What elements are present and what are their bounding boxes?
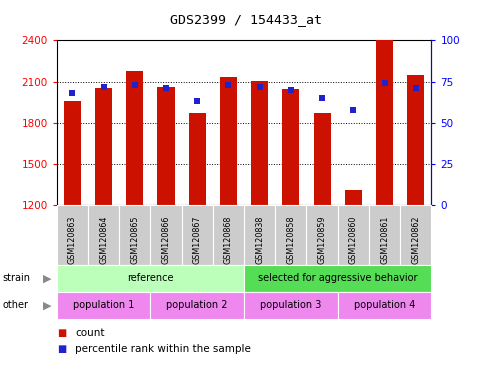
Bar bbox=[95, 88, 112, 205]
Text: count: count bbox=[75, 328, 105, 338]
Text: GSM120859: GSM120859 bbox=[317, 215, 326, 264]
Bar bbox=[282, 89, 299, 205]
Text: percentile rank within the sample: percentile rank within the sample bbox=[75, 344, 251, 354]
Text: population 1: population 1 bbox=[73, 300, 134, 310]
Bar bbox=[314, 113, 331, 205]
Bar bbox=[345, 190, 362, 205]
Bar bbox=[157, 87, 175, 205]
Text: population 2: population 2 bbox=[167, 300, 228, 310]
Text: GSM120866: GSM120866 bbox=[162, 215, 171, 264]
Text: GSM120861: GSM120861 bbox=[380, 215, 389, 264]
Text: population 3: population 3 bbox=[260, 300, 321, 310]
Bar bbox=[220, 78, 237, 205]
Text: ■: ■ bbox=[57, 344, 66, 354]
Text: GSM120858: GSM120858 bbox=[286, 215, 295, 264]
Text: GSM120867: GSM120867 bbox=[193, 215, 202, 264]
Text: population 4: population 4 bbox=[354, 300, 415, 310]
Text: strain: strain bbox=[2, 273, 31, 283]
Text: selected for aggressive behavior: selected for aggressive behavior bbox=[258, 273, 418, 283]
Bar bbox=[407, 75, 424, 205]
Text: GSM120868: GSM120868 bbox=[224, 215, 233, 264]
Text: ▶: ▶ bbox=[42, 300, 51, 310]
Text: other: other bbox=[2, 300, 29, 310]
Text: ▶: ▶ bbox=[42, 273, 51, 283]
Text: ■: ■ bbox=[57, 328, 66, 338]
Text: GSM120864: GSM120864 bbox=[99, 215, 108, 264]
Text: GSM120862: GSM120862 bbox=[411, 215, 420, 264]
Text: GSM120838: GSM120838 bbox=[255, 215, 264, 264]
Bar bbox=[251, 81, 268, 205]
Bar bbox=[126, 71, 143, 205]
Text: GSM120863: GSM120863 bbox=[68, 215, 77, 264]
Text: reference: reference bbox=[127, 273, 174, 283]
Bar bbox=[189, 113, 206, 205]
Bar bbox=[64, 101, 81, 205]
Bar bbox=[376, 40, 393, 205]
Text: GSM120860: GSM120860 bbox=[349, 215, 358, 264]
Text: GSM120865: GSM120865 bbox=[130, 215, 139, 264]
Text: GDS2399 / 154433_at: GDS2399 / 154433_at bbox=[171, 13, 322, 26]
